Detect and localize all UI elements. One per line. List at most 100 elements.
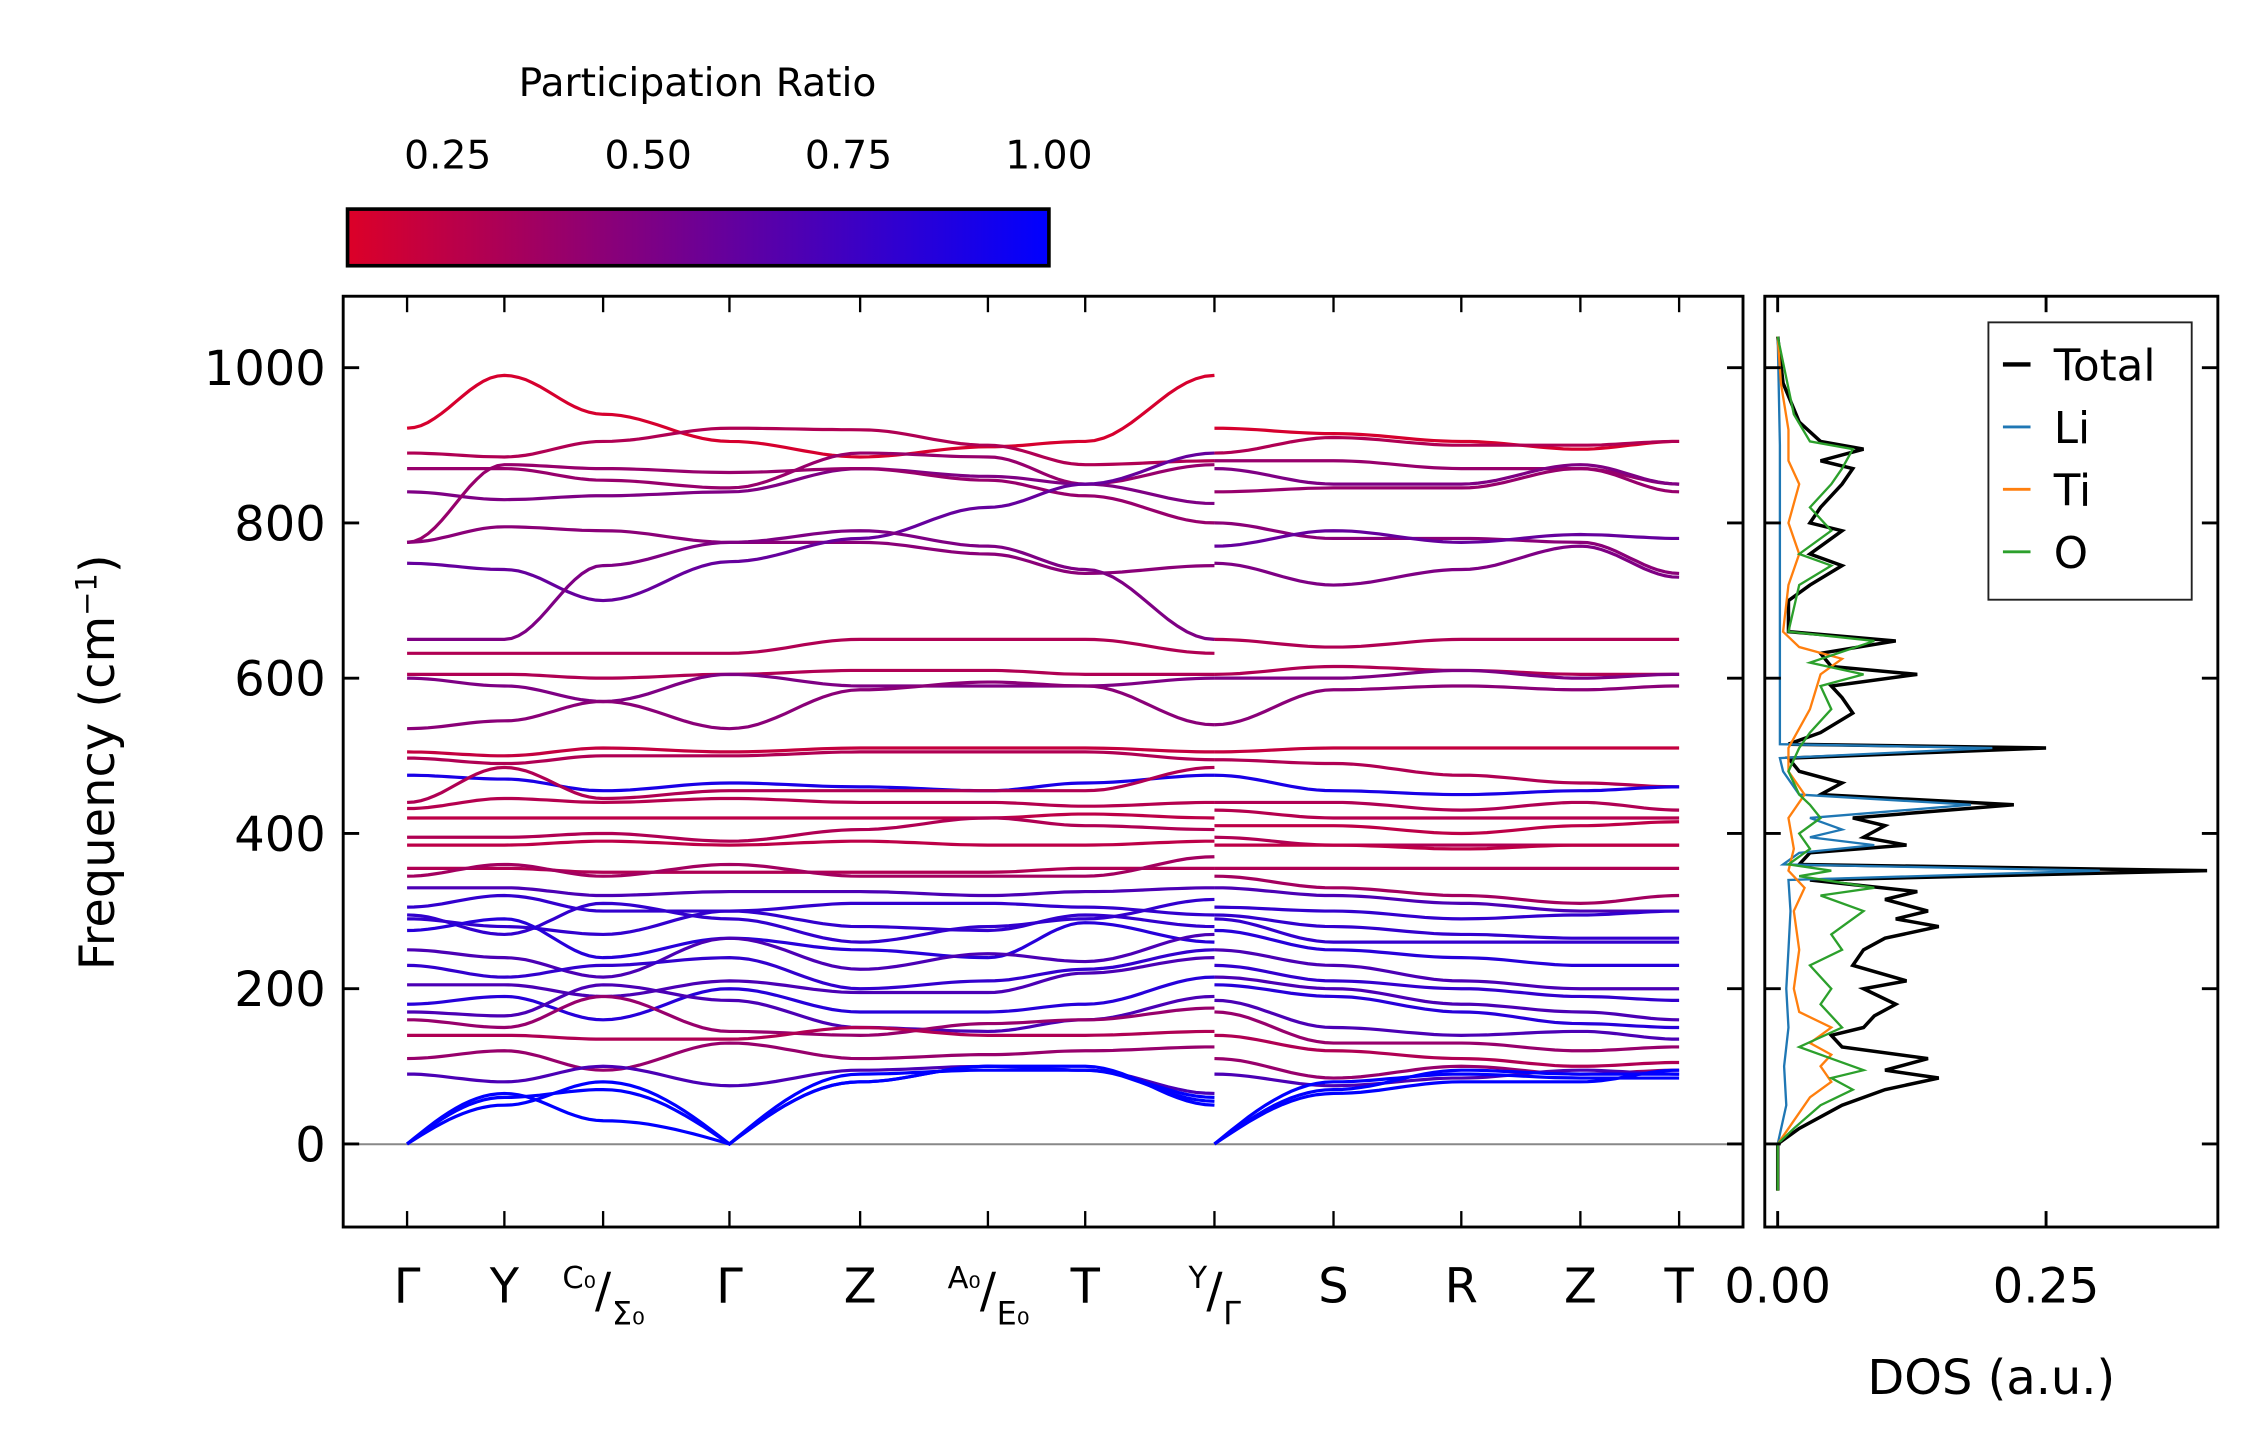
phonon-band-line: [407, 917, 1215, 960]
colorbar-gradient: [345, 207, 1051, 268]
y-tick-label: 1000: [204, 342, 326, 397]
phonon-band-line: [407, 855, 1215, 878]
phonon-band-line: [407, 637, 1215, 655]
phonon-band-line: [1214, 544, 1680, 587]
legend-item: Total: [2002, 341, 2155, 391]
phonon-band-line: [407, 893, 1215, 917]
phonon-band-line: [1214, 843, 1680, 851]
phonon-band-line: [1214, 521, 1680, 576]
phonon-band-line: [407, 1041, 1215, 1072]
phonon-band-line: [407, 1025, 1215, 1041]
phonon-band-line: [1214, 983, 1680, 1030]
kpoint-label-split: Y / Γ: [1188, 1261, 1242, 1332]
y-axis-label-base: Frequency (cm: [71, 616, 126, 970]
phonon-band-line: [407, 680, 1215, 731]
phonon-band-line: [1213, 1068, 1680, 1146]
phonon-band-line: [1214, 459, 1680, 486]
phonon-band-line: [407, 796, 1215, 811]
phonon-band-line: [1214, 637, 1680, 649]
phonon-band-line: [407, 746, 1215, 758]
phonon-band-line: [1214, 886, 1680, 913]
phonon-band-line: [1214, 684, 1680, 727]
kpoint-label: T: [1663, 1260, 1694, 1315]
colorbar-ticks: 0.25 0.50 0.75 1.00: [404, 133, 1093, 266]
phonon-band-line: [407, 812, 1215, 820]
phonon-band-line: [407, 866, 1215, 874]
phonon-band-line: [407, 529, 1215, 641]
phonon-band-line: [1213, 1072, 1680, 1146]
phonon-band-line: [1214, 820, 1680, 836]
dos-x-tick-label: 0.00: [1724, 1260, 1831, 1315]
phonon-band-line: [1214, 1068, 1680, 1088]
dos-x-tick-label: 0.25: [1993, 1260, 2100, 1315]
y-tick-label: 0: [295, 1118, 325, 1173]
kpoint-label-slash: /: [1206, 1264, 1223, 1319]
phonon-band-line: [407, 897, 1215, 944]
kpoint-label-left: Y: [1188, 1261, 1208, 1296]
phonon-band-line: [406, 463, 1215, 544]
phonon-band-line: [407, 839, 1215, 847]
phonon-band-line: [1214, 800, 1680, 812]
phonon-band-line: [1214, 874, 1680, 905]
y-tick-label: 600: [234, 653, 325, 708]
phonon-band-line: [406, 1064, 1215, 1146]
phonon-band-line: [407, 994, 1215, 1037]
phonon-band-line: [1214, 758, 1680, 789]
y-tick-label: 800: [234, 497, 325, 552]
kpoint-label-right: Σ₀: [612, 1294, 645, 1332]
phonon-band-line: [1214, 746, 1680, 754]
band-axes-frame: [341, 294, 1745, 1229]
phonon-band-line: [1214, 426, 1680, 451]
kpoint-label-right: Γ: [1223, 1294, 1241, 1332]
phonon-band-line: [1214, 1033, 1680, 1068]
phonon-band-line: [406, 1068, 1215, 1146]
y-tick-label: 200: [234, 963, 325, 1018]
phonon-band-line: [1214, 466, 1680, 494]
phonon-band-line: [1214, 963, 1680, 1002]
phonon-band-line: [1214, 928, 1680, 967]
dos-axis-ticks: 0.00 0.25: [1724, 296, 2218, 1315]
phonon-band-line: [1214, 975, 1680, 1022]
kpoint-label: R: [1445, 1260, 1478, 1315]
phonon-band-line: [1214, 998, 1680, 1041]
phonon-band-line: [407, 466, 1215, 506]
kpoint-label-slash: /: [595, 1264, 612, 1319]
dos-curves: [1775, 336, 2208, 1191]
phonon-band-line: [407, 909, 1215, 937]
phonon-band-line: [1214, 913, 1680, 940]
legend-label: Li: [2054, 404, 2090, 454]
kpoint-label-split: C₀ / Σ₀: [562, 1261, 644, 1332]
phonon-band-line: [1214, 435, 1680, 455]
colorbar-title: Participation Ratio: [519, 61, 877, 106]
y-axis-label-close: ): [71, 554, 126, 573]
y-tick-label: 400: [234, 808, 325, 863]
phonon-band-line: [407, 426, 1215, 467]
phonon-band-line: [1214, 808, 1680, 820]
y-axis-label: Frequency (cm−1): [69, 554, 125, 970]
phonon-band-line: [1214, 905, 1680, 921]
colorbar-tick-label: 0.75: [805, 133, 892, 178]
kpoint-label-left: C₀: [562, 1261, 596, 1296]
legend-item: Ti: [2002, 466, 2091, 516]
phonon-bands: [406, 373, 1680, 1146]
dos-x-axis-label: DOS (a.u.): [1867, 1351, 2115, 1406]
phonon-band-line: [407, 956, 1215, 999]
phonon-band-line: [406, 1064, 1215, 1146]
kpoint-label: T: [1070, 1260, 1101, 1315]
legend-label: O: [2054, 529, 2088, 579]
phonon-band-line: [1214, 773, 1680, 797]
colorbar-tick-label: 1.00: [1005, 133, 1092, 178]
kpoint-label: Γ: [394, 1260, 421, 1315]
colorbar-tick-label: 0.50: [604, 133, 691, 178]
dos-line-total: [1775, 336, 2208, 1191]
kpoint-label-right: E₀: [997, 1294, 1030, 1332]
kpoint-label: Y: [489, 1260, 520, 1315]
phonon-band-line: [1214, 463, 1680, 486]
dos-line-li: [1776, 336, 2100, 1191]
y-axis-label-exponent: −1: [69, 573, 103, 616]
dos-line-o: [1776, 336, 1875, 1191]
phonon-band-line: [1214, 529, 1680, 548]
